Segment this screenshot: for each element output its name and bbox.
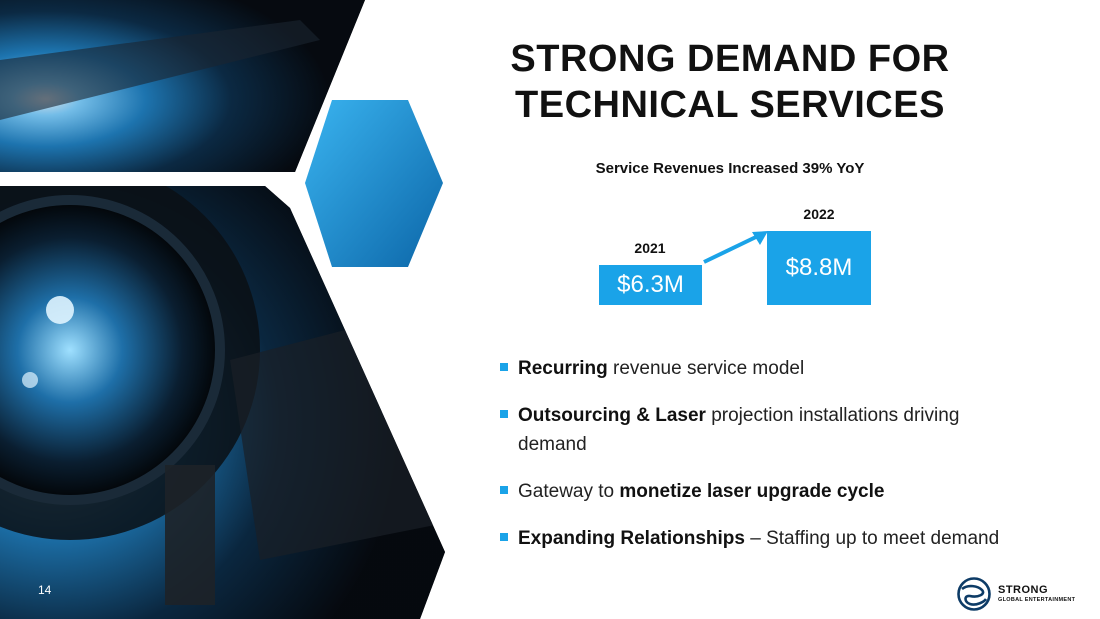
period-year-2021: 2021 [634,240,666,256]
period-value-2022: $8.8M [767,231,871,305]
bullet-list: Recurring revenue service model Outsourc… [500,354,1020,571]
bullet-item: Recurring revenue service model [500,354,1020,383]
logo-tagline: GLOBAL ENTERTAINMENT [998,597,1076,603]
bullet-item: Expanding Relationships – Staffing up to… [500,524,1020,553]
logo-wordmark: STRONG [998,584,1049,596]
bullet-text: – Staffing up to meet demand [744,528,1000,549]
bullet-square-icon [500,363,508,371]
bullet-item: Outsourcing & Laser projection installat… [500,401,1020,459]
bullet-square-icon [500,533,508,541]
accent-hexagon [305,100,443,267]
bullet-bold: Recurring [518,358,608,379]
growth-arrow-icon [703,231,768,264]
globe-logo-icon [957,577,991,611]
bullet-bold: Expanding Relationships [518,528,745,549]
page-number: 14 [38,583,52,597]
bullet-square-icon [500,410,508,418]
bullet-item: Gateway to monetize laser upgrade cycle [500,477,1020,506]
title-line: TECHNICAL SERVICES [515,84,945,126]
title-line: STRONG DEMAND FOR [510,38,950,80]
bullet-bold: Outsourcing & Laser [518,405,706,426]
bullet-square-icon [500,486,508,494]
highlight-headline: Service Revenues Increased 39% YoY [595,160,865,177]
period-year-2022: 2022 [803,206,835,222]
bullet-text: projection installations driving demand [518,405,960,455]
bullet-bold: monetize laser upgrade cycle [619,481,885,502]
bullet-text: revenue service model [607,358,805,379]
page-title: STRONG DEMAND FOR TECHNICAL SERVICES [470,36,990,128]
period-value-2021: $6.3M [599,265,702,305]
bullet-prefix: Gateway to [518,481,620,502]
